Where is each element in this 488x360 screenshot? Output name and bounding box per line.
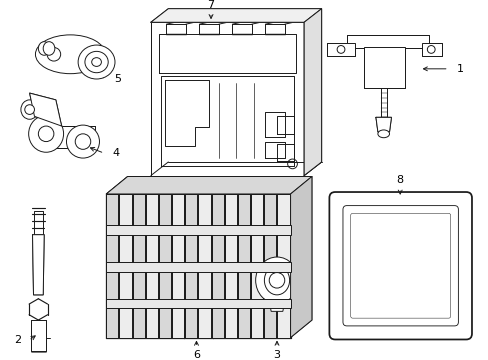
Polygon shape: [264, 194, 276, 338]
Polygon shape: [106, 299, 290, 309]
Text: 3: 3: [273, 350, 280, 360]
Polygon shape: [106, 262, 290, 271]
Ellipse shape: [377, 130, 389, 138]
Polygon shape: [211, 194, 224, 338]
Polygon shape: [106, 176, 311, 194]
Polygon shape: [198, 194, 210, 338]
Circle shape: [47, 48, 61, 61]
Text: 4: 4: [112, 148, 119, 158]
Polygon shape: [33, 235, 44, 295]
Polygon shape: [36, 126, 95, 148]
Text: 7: 7: [207, 0, 214, 10]
Polygon shape: [327, 42, 354, 56]
Polygon shape: [151, 22, 304, 176]
Ellipse shape: [85, 51, 108, 73]
Ellipse shape: [38, 42, 50, 55]
Polygon shape: [346, 35, 428, 49]
Ellipse shape: [35, 35, 105, 74]
Polygon shape: [172, 194, 184, 338]
Polygon shape: [375, 117, 391, 132]
Ellipse shape: [264, 266, 289, 295]
Polygon shape: [304, 9, 321, 176]
Ellipse shape: [66, 125, 99, 158]
Circle shape: [25, 105, 35, 114]
Circle shape: [75, 134, 91, 149]
FancyBboxPatch shape: [342, 206, 457, 326]
Polygon shape: [277, 194, 289, 338]
FancyBboxPatch shape: [329, 192, 471, 339]
Ellipse shape: [255, 257, 298, 303]
Ellipse shape: [29, 116, 63, 152]
Polygon shape: [290, 176, 311, 338]
FancyBboxPatch shape: [350, 213, 450, 318]
Text: 1: 1: [455, 64, 463, 74]
Polygon shape: [106, 194, 118, 338]
Polygon shape: [145, 194, 158, 338]
Text: 6: 6: [193, 350, 200, 360]
Ellipse shape: [43, 42, 55, 55]
Polygon shape: [238, 194, 249, 338]
Polygon shape: [224, 194, 237, 338]
Text: 5: 5: [114, 73, 121, 84]
Ellipse shape: [21, 100, 38, 119]
Polygon shape: [119, 194, 131, 338]
Polygon shape: [421, 42, 441, 56]
Polygon shape: [151, 9, 321, 22]
Text: 2: 2: [14, 336, 21, 346]
Polygon shape: [106, 225, 290, 235]
Polygon shape: [30, 93, 61, 126]
Circle shape: [38, 126, 54, 141]
Polygon shape: [269, 302, 284, 311]
Polygon shape: [250, 194, 263, 338]
Polygon shape: [159, 194, 171, 338]
Circle shape: [269, 273, 284, 288]
Ellipse shape: [92, 58, 101, 66]
Polygon shape: [185, 194, 197, 338]
Text: 8: 8: [396, 175, 403, 185]
Ellipse shape: [78, 45, 115, 79]
Polygon shape: [31, 320, 46, 351]
Polygon shape: [364, 48, 404, 88]
Polygon shape: [132, 194, 144, 338]
